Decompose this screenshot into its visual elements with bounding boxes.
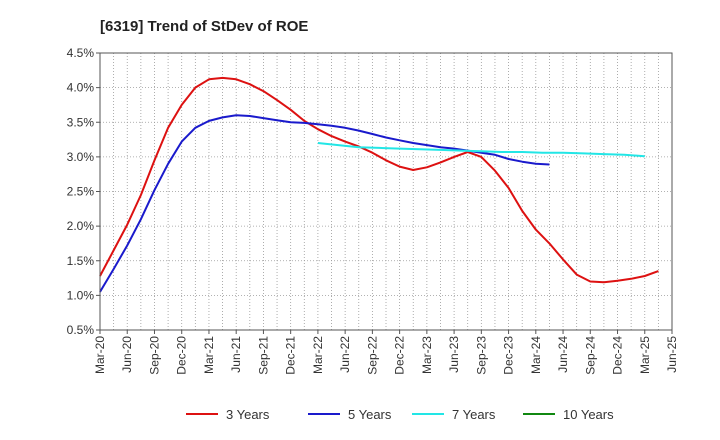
series-layer	[99, 76, 659, 293]
x-tick-label: Jun-22	[338, 336, 352, 373]
series-line-3-years	[99, 76, 659, 284]
y-tick-label: 1.5%	[67, 254, 95, 268]
x-tick-label: Jun-20	[120, 336, 134, 373]
x-tick-label: Mar-23	[420, 336, 434, 374]
x-tick-label: Mar-25	[638, 336, 652, 374]
grid	[99, 52, 673, 331]
x-tick-label: Dec-23	[502, 336, 516, 375]
legend-label: 7 Years	[452, 407, 496, 422]
x-tick-label: Mar-21	[202, 336, 216, 374]
y-tick-label: 0.5%	[67, 323, 95, 337]
y-tick-label: 2.0%	[67, 219, 95, 233]
x-tick-label: Mar-22	[311, 336, 325, 374]
y-tick-label: 4.0%	[67, 81, 95, 95]
y-tick-label: 3.0%	[67, 150, 95, 164]
y-tick-label: 3.5%	[67, 115, 95, 129]
series-line-7-years	[317, 142, 645, 158]
x-tick-label: Jun-21	[229, 336, 243, 373]
x-tick-label: Sep-23	[474, 336, 488, 375]
x-tick-label: Dec-22	[393, 336, 407, 375]
legend-label: 10 Years	[563, 407, 614, 422]
legend: 3 Years 5 Years 7 Years 10 Years	[186, 407, 614, 422]
y-tick-label: 4.5%	[67, 46, 95, 60]
plot-border	[99, 52, 673, 331]
x-tick-label: Sep-22	[365, 336, 379, 375]
x-tick-label: Mar-20	[93, 336, 107, 374]
x-tick-label: Dec-24	[611, 336, 625, 375]
x-tick-label: Sep-21	[256, 336, 270, 375]
x-tick-label: Jun-24	[556, 336, 570, 373]
x-tick-label: Dec-21	[284, 336, 298, 375]
x-tick-label: Jun-23	[447, 336, 461, 373]
x-tick-label: Dec-20	[175, 336, 189, 375]
legend-label: 3 Years	[226, 407, 270, 422]
x-tick-label: Sep-20	[147, 336, 161, 375]
series-line-5-years	[99, 114, 550, 293]
y-tick-label: 2.5%	[67, 185, 95, 199]
x-tick-label: Mar-24	[529, 336, 543, 374]
y-tick-label: 1.0%	[67, 288, 95, 302]
legend-label: 5 Years	[348, 407, 392, 422]
x-tick-label: Jun-25	[665, 336, 679, 373]
chart-title: [6319] Trend of StDev of ROE	[100, 18, 309, 35]
x-tick-label: Sep-24	[583, 336, 597, 375]
axes: 0.5% 1.0% 1.5% 2.0% 2.5% 3.0% 3.5% 4.0% 4.5% Mar-…	[67, 46, 679, 375]
